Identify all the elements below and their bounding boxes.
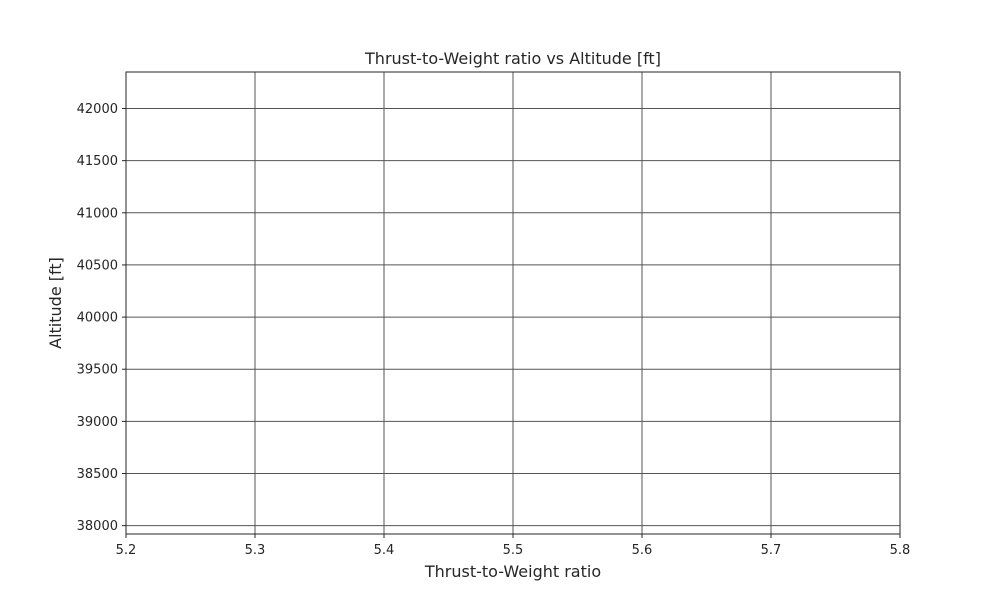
x-axis-label: Thrust-to-Weight ratio [424,562,601,581]
x-tick-label: 5.2 [116,543,137,558]
y-tick-label: 40500 [77,258,118,273]
y-tick-label: 39000 [77,415,118,430]
tick-labels: 5.2 5.3 5.4 5.5 5.6 5.7 5.8 38000 38500 39000 3950… [77,102,911,558]
y-tick-label: 42000 [77,102,118,117]
x-tick-label: 5.5 [503,543,524,558]
y-tick-label: 40000 [77,311,118,326]
y-tick-label: 38500 [77,467,118,482]
y-axis-label: Altitude [ft] [46,257,65,349]
x-tick-label: 5.6 [632,543,653,558]
y-tick-label: 38000 [77,519,118,534]
x-tick-label: 5.4 [374,543,395,558]
x-tick-label: 5.3 [245,543,266,558]
x-tick-label: 5.8 [890,543,911,558]
x-tick-label: 5.7 [761,543,782,558]
y-tick-label: 41500 [77,154,118,169]
y-tick-label: 39500 [77,363,118,378]
y-tick-label: 41000 [77,206,118,221]
grid [125,72,901,534]
chart-title: Thrust-to-Weight ratio vs Altitude [ft] [364,49,661,68]
